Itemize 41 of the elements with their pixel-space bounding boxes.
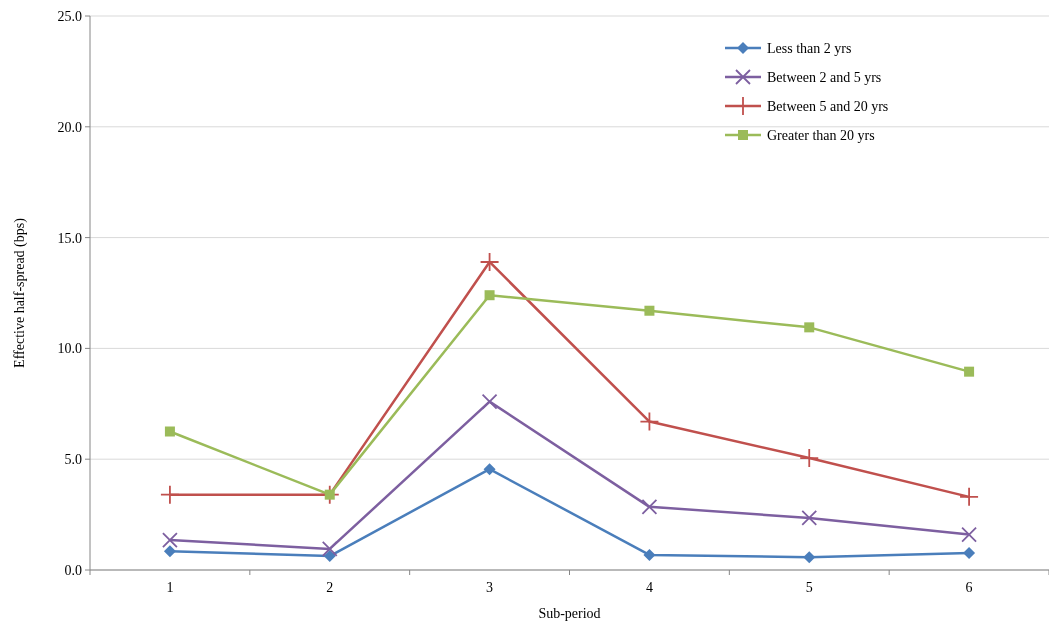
legend-label: Greater than 20 yrs <box>767 127 875 143</box>
point <box>481 393 498 410</box>
point <box>160 484 180 505</box>
x-tick-label: 4 <box>645 580 653 595</box>
x-tick-label: 6 <box>965 580 973 595</box>
point <box>639 411 660 432</box>
y-axis-title: Effective half-spread (bps) <box>12 217 28 368</box>
y-tick-label: 10.0 <box>57 341 82 357</box>
point <box>804 322 815 333</box>
point <box>803 551 816 564</box>
point <box>799 448 820 468</box>
legend-label: Between 2 and 5 yrs <box>767 69 882 85</box>
point <box>964 366 975 377</box>
legend-label: Less than 2 yrs <box>767 40 852 56</box>
x-tick-label: 5 <box>805 580 813 595</box>
y-tick-label: 5.0 <box>64 452 82 468</box>
point <box>641 498 658 515</box>
y-tick-label: 25.0 <box>57 8 82 24</box>
y-tick-label: 20.0 <box>57 119 82 135</box>
y-tick-label: 15.0 <box>57 230 82 246</box>
x-tick-label: 2 <box>326 580 334 595</box>
point <box>484 290 495 301</box>
x-tick-label: 1 <box>166 580 174 595</box>
point <box>324 489 335 500</box>
point <box>319 484 340 505</box>
legend-label: Between 5 and 20 yrs <box>767 98 889 114</box>
point <box>801 510 818 526</box>
point <box>644 305 655 316</box>
point <box>643 548 656 561</box>
point <box>164 426 175 437</box>
point <box>162 532 178 548</box>
point <box>959 486 979 507</box>
point <box>321 541 338 557</box>
point <box>961 526 977 543</box>
point <box>963 546 976 559</box>
x-tick-label: 3 <box>486 580 494 595</box>
y-tick-label: 0.0 <box>64 562 82 578</box>
x-axis-title: Sub-period <box>538 606 601 621</box>
point <box>163 545 176 558</box>
point <box>483 463 496 476</box>
point <box>479 252 500 272</box>
